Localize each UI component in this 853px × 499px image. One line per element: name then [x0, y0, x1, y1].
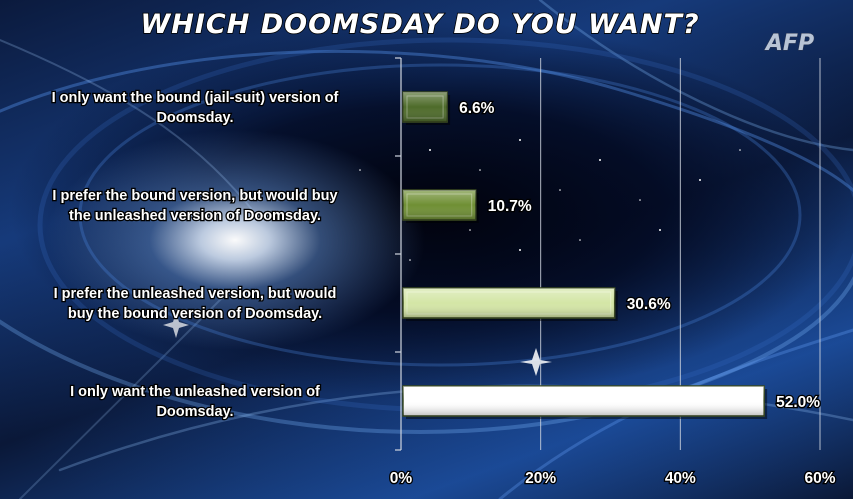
x-tick-label-0: 0%	[390, 470, 413, 487]
category-label-3: I prefer the unleashed version, but woul…	[54, 286, 337, 322]
bar-value-label-1: 6.6%	[459, 100, 495, 117]
x-tick-label-3: 60%	[804, 470, 835, 487]
bar-2	[402, 189, 479, 223]
bar-value-label-3: 30.6%	[627, 296, 671, 313]
gridlines	[395, 57, 821, 451]
afp-logo: AFP	[764, 31, 814, 56]
chart-title: WHICH DOOMSDAY DO YOU WANT?	[140, 9, 699, 40]
bar-value-label-2: 10.7%	[488, 198, 532, 215]
category-label-1: I only want the bound (jail-suit) versio…	[52, 90, 339, 126]
bar-3	[402, 287, 618, 321]
category-label-4: I only want the unleashed version of Doom…	[70, 384, 320, 420]
bar-4	[402, 385, 768, 419]
x-axis-ticks: 0% 20% 40% 60%	[388, 469, 837, 489]
category-label-2: I prefer the bound version, but would bu…	[52, 188, 337, 224]
bar-1	[402, 91, 451, 125]
x-tick-label-2: 40%	[665, 470, 696, 487]
bars	[402, 91, 768, 419]
category-labels: 6.6% I only want the bound (jail-suit) ve…	[50, 89, 821, 422]
bar-value-label-4: 52.0%	[776, 394, 820, 411]
x-tick-label-1: 20%	[525, 470, 556, 487]
